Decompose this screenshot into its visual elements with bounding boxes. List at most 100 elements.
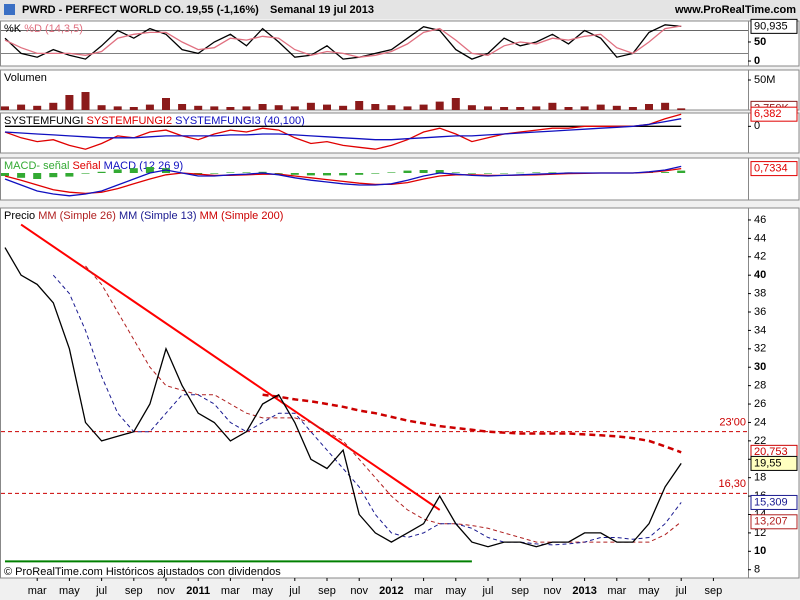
bar (564, 107, 573, 110)
symbol: PWRD - PERFECT WORLD CO. (22, 4, 184, 16)
bar (81, 92, 90, 110)
last-value-box (750, 18, 798, 34)
bar (387, 172, 396, 173)
y-tick-label: 30 (754, 361, 766, 373)
y-tick-label: 0 (754, 120, 760, 132)
bar (210, 173, 219, 174)
panel (0, 112, 749, 154)
bar (484, 106, 492, 110)
bar (500, 107, 509, 110)
legend-entry: MM (Simple 200) (200, 210, 284, 222)
panel (0, 157, 749, 201)
bar (129, 107, 138, 110)
bar (419, 170, 428, 173)
last-value-label: 90,935 (754, 20, 788, 32)
y-tick-label: 44 (754, 232, 766, 244)
bar (129, 168, 138, 173)
bar (451, 172, 460, 173)
last-value-box (750, 514, 798, 530)
bar (97, 171, 106, 173)
y-tick-label: 46 (754, 214, 766, 226)
y-tick-label: 50 (754, 36, 766, 48)
x-tick-label: sep (318, 585, 336, 597)
bar (145, 167, 154, 173)
y-tick-label: 28 (754, 380, 766, 392)
x-tick-label: jul (675, 585, 687, 597)
bar (628, 107, 637, 110)
quote: 19,55 (-1,16%) (186, 4, 259, 16)
y-tick-label: 22 (754, 435, 766, 447)
bar (65, 173, 74, 177)
bar (17, 173, 26, 178)
x-tick-label: 2012 (379, 585, 403, 597)
bar (355, 101, 364, 110)
bar (33, 173, 42, 179)
panel (0, 20, 749, 67)
bar (323, 104, 331, 110)
bar (532, 172, 541, 173)
y-tick-label: 50M (754, 74, 775, 86)
series-line (262, 393, 682, 454)
legend-entry: SYSTEMFUNGI3 (40,100) (175, 115, 305, 127)
x-tick-label: nov (350, 585, 368, 597)
bar (339, 173, 348, 176)
x-tick-label: sep (511, 585, 529, 597)
legend-entry: %D (14,3,5) (24, 23, 83, 35)
y-tick-label: 10 (754, 545, 766, 557)
bar (548, 172, 557, 173)
bar (661, 172, 670, 173)
x-tick-label: sep (125, 585, 143, 597)
x-tick-label: may (59, 585, 80, 597)
bar (387, 105, 396, 110)
y-tick-label: 34 (754, 324, 766, 336)
y-tick-label: 26 (754, 398, 766, 410)
bar (306, 102, 315, 110)
bar (145, 104, 154, 110)
bar (113, 169, 122, 173)
bar (596, 104, 605, 110)
bar (677, 108, 686, 110)
bar (258, 104, 267, 110)
bar (484, 173, 492, 174)
last-value-label: 6,382 (754, 108, 782, 120)
last-value-box (750, 161, 798, 177)
bar (97, 105, 106, 110)
bar (1, 173, 9, 176)
bar (274, 173, 283, 174)
bar (371, 173, 380, 174)
reference-label: 23'00 (719, 417, 746, 429)
x-tick-label: nov (157, 585, 175, 597)
legend-entry: MM (Simple 26) (38, 210, 116, 222)
bar (677, 170, 686, 173)
bar (290, 106, 299, 110)
y-tick-label: 18 (754, 472, 766, 484)
legend: Volumen (4, 72, 47, 84)
bar (403, 106, 412, 110)
bar (194, 105, 203, 110)
bar (242, 106, 251, 110)
bar (467, 105, 476, 110)
last-value-label: 15,309 (754, 496, 788, 508)
bar (612, 105, 621, 110)
legend-entry: SYSTEMFUNGI (4, 115, 83, 127)
x-tick-label: jul (95, 585, 107, 597)
app-icon (4, 4, 15, 15)
period: Semanal 19 jul 2013 (270, 4, 374, 16)
bar (516, 107, 525, 110)
reference-label: 16,30 (718, 478, 746, 490)
legend: %K %D (14,3,5) (4, 23, 83, 35)
x-tick-label: may (639, 585, 660, 597)
last-value-label: 20,753 (754, 446, 788, 458)
bar (435, 170, 444, 173)
bar (580, 106, 589, 110)
bar (500, 173, 509, 174)
bar (65, 95, 74, 110)
bar (290, 173, 299, 175)
legend-title: Volumen (4, 72, 47, 84)
bar (33, 105, 42, 110)
bar (435, 101, 444, 110)
series-line (4, 25, 682, 58)
series-line (4, 165, 682, 197)
bar (274, 105, 283, 110)
y-tick-label: 8 (754, 564, 760, 576)
